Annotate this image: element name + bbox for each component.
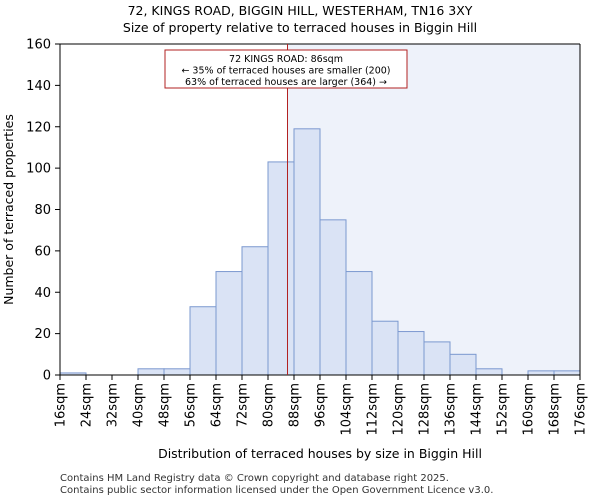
x-axis-label: Distribution of terraced houses by size … xyxy=(158,446,482,461)
x-tick-label: 48sqm xyxy=(158,383,173,427)
histogram-bar xyxy=(267,161,295,376)
y-tick-label: 40 xyxy=(34,286,51,301)
histogram-bar xyxy=(423,341,451,376)
x-tick-label: 56sqm xyxy=(184,383,199,427)
histogram-bar xyxy=(397,331,425,376)
footer-copyright: Contains HM Land Registry data © Crown c… xyxy=(60,473,449,484)
y-tick-label: 60 xyxy=(34,244,51,259)
annotation-text-line: 72 KINGS ROAD: 86sqm xyxy=(229,54,343,65)
histogram-bar xyxy=(319,219,347,376)
y-tick-label: 0 xyxy=(43,369,51,384)
x-tick-label: 72sqm xyxy=(236,383,251,427)
histogram-bar xyxy=(189,306,217,376)
x-tick-label: 112sqm xyxy=(366,383,381,436)
x-tick-label: 176sqm xyxy=(574,383,589,436)
histogram-bar xyxy=(163,368,191,376)
x-tick-label: 24sqm xyxy=(80,383,95,427)
histogram-bar xyxy=(527,370,555,376)
histogram-bar xyxy=(553,370,581,376)
histogram-chart: 0 20 40 60 80 100 120 140 160 16sqm 24sqm 32sqm 40sq… xyxy=(1,38,589,462)
histogram-bar xyxy=(449,353,477,376)
x-tick-label: 96sqm xyxy=(314,383,329,427)
x-tick-label: 160sqm xyxy=(522,383,537,436)
x-tick-label: 168sqm xyxy=(548,383,563,436)
histogram-bar xyxy=(137,368,165,376)
x-tick-label: 32sqm xyxy=(106,383,121,427)
chart-subtitle: Size of property relative to terraced ho… xyxy=(122,20,478,35)
annotation-box xyxy=(164,49,408,89)
x-tick-label: 104sqm xyxy=(340,383,355,436)
histogram-bar xyxy=(241,246,269,376)
x-tick-label: 80sqm xyxy=(262,383,277,427)
x-tick-label: 40sqm xyxy=(132,383,147,427)
histogram-bar xyxy=(345,271,373,376)
histogram-bar xyxy=(371,320,399,376)
x-tick-label: 16sqm xyxy=(54,383,69,427)
x-tick-label: 136sqm xyxy=(444,383,459,436)
x-tick-label: 128sqm xyxy=(418,383,433,436)
x-tick-label: 88sqm xyxy=(288,383,303,427)
y-tick-label: 160 xyxy=(26,38,51,53)
histogram-bar xyxy=(475,368,503,376)
annotation-text-line: ← 35% of terraced houses are smaller (20… xyxy=(181,66,390,77)
x-tick-label: 152sqm xyxy=(496,383,511,436)
x-tick-label: 144sqm xyxy=(470,383,485,436)
y-tick-label: 100 xyxy=(26,162,51,177)
annotation-text-line: 63% of terraced houses are larger (364) … xyxy=(185,77,387,88)
y-axis-label: Number of terraced properties xyxy=(1,114,16,305)
histogram-bar xyxy=(215,271,243,376)
chart-title: 72, KINGS ROAD, BIGGIN HILL, WESTERHAM, … xyxy=(127,3,473,18)
y-tick-label: 80 xyxy=(34,203,51,218)
footer-licence: Contains public sector information licen… xyxy=(60,485,494,496)
y-tick-label: 140 xyxy=(26,79,51,94)
x-tick-label: 120sqm xyxy=(392,383,407,436)
y-tick-label: 20 xyxy=(34,327,51,342)
x-tick-label: 64sqm xyxy=(210,383,225,427)
histogram-bar xyxy=(293,128,321,376)
y-tick-label: 120 xyxy=(26,120,51,135)
